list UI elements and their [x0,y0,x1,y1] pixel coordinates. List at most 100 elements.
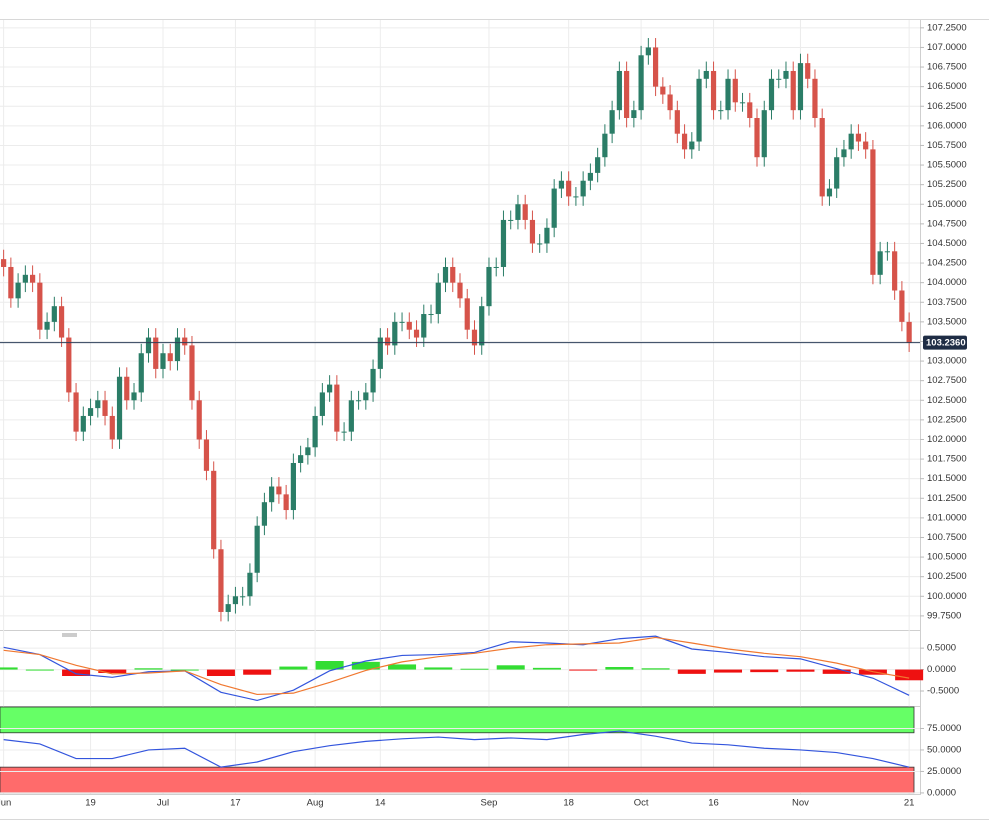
candle-body [739,102,746,104]
candle-body [44,321,50,330]
candle-body [783,70,789,79]
candle-body [595,157,601,173]
candle-body [580,180,586,197]
candle-body [616,70,622,111]
x-tick-label: Jun [0,798,11,809]
candle-body [732,78,738,103]
candle-body [290,462,296,511]
candle-body [1,259,7,267]
x-tick-label: 19 [85,798,96,809]
candle-body [855,133,862,142]
candle-body [240,596,246,598]
histogram-bar [822,669,851,674]
candle-body [174,337,181,362]
candle-body [167,353,173,362]
candle-body [363,392,369,401]
candle-body [428,314,434,316]
x-tick-label: 16 [708,798,719,809]
candle-body [884,251,891,253]
y-tick-label: 104.2500 [927,258,967,269]
candle-body [457,282,463,299]
candle-body [145,337,152,354]
candle-body [160,353,166,369]
candle-body [667,94,673,111]
candle-body [812,78,818,119]
histogram-bar [243,669,272,675]
candle-body [138,353,144,393]
candle-body [587,172,593,181]
candle-body [8,266,14,299]
y-tick-label: 100.5000 [927,552,967,563]
histogram-bar [25,669,54,671]
candle-body [805,63,811,79]
y-tick-label: 105.0000 [927,199,967,210]
candle-body [413,329,420,338]
candle-body [406,321,412,330]
candle-body [631,110,637,119]
histogram-bar [532,667,561,670]
candle-body [566,180,572,197]
candles [1,38,912,622]
candle-body [797,63,804,111]
candle-body [254,525,260,573]
x-tick-label: Aug [307,798,324,809]
candle-body [435,282,441,315]
candle-body [196,400,202,440]
histogram-bar [786,669,815,672]
histogram-bar [315,661,344,670]
histogram-bar [98,669,127,673]
candle-body [73,392,79,432]
y-tick-label: 105.2500 [927,179,967,190]
y-tick-label: 50.0000 [927,744,961,755]
histogram-bar [895,669,924,681]
candle-body [689,141,695,150]
y-tick-label: 75.0000 [927,723,961,734]
candle-body [225,604,231,612]
x-tick-label: Nov [792,798,809,809]
candle-body [515,204,521,220]
last-price-box [923,335,967,350]
candle-body [486,266,492,307]
candle-body [276,486,282,495]
candle-body [508,219,514,221]
y-tick-label: 103.0000 [927,356,967,367]
candle-body [529,219,536,244]
candle-body [522,204,528,220]
histogram-bar [714,669,743,673]
y-tick-label: 101.5000 [927,473,967,484]
x-tick-label: Jul [157,798,169,809]
histogram-bar [351,661,380,670]
candle-body [87,408,94,416]
candle-body [22,274,28,283]
candle-body [341,431,347,433]
candle-body [624,70,630,119]
candle-body [283,494,289,511]
candle-body [899,290,905,322]
candle-body [370,368,376,393]
candle-body [66,337,72,393]
candle-body [718,110,724,112]
histogram-bar [569,669,598,671]
candle-body [645,47,651,56]
candle-body [652,47,659,87]
y-tick-label: 104.0000 [927,277,967,288]
histogram-bar [388,664,417,670]
candle-body [399,321,405,323]
last-price-label: 103.2360 [926,338,966,349]
candle-body [544,227,550,244]
candle-body [29,274,36,283]
candle-body [761,110,767,158]
histogram-bar [750,669,779,673]
x-tick-label: Oct [634,798,649,809]
y-tick-label: 0.5000 [927,643,956,654]
resize-handle[interactable] [62,633,77,637]
candle-body [51,306,57,322]
candle-body [334,384,340,432]
candle-body [116,376,123,440]
y-tick-label: 107.0000 [927,42,967,53]
y-tick-label: 106.7500 [927,62,967,73]
histogram-bar [170,669,199,671]
candle-body [95,400,101,409]
y-tick-label: 100.2500 [927,571,967,582]
